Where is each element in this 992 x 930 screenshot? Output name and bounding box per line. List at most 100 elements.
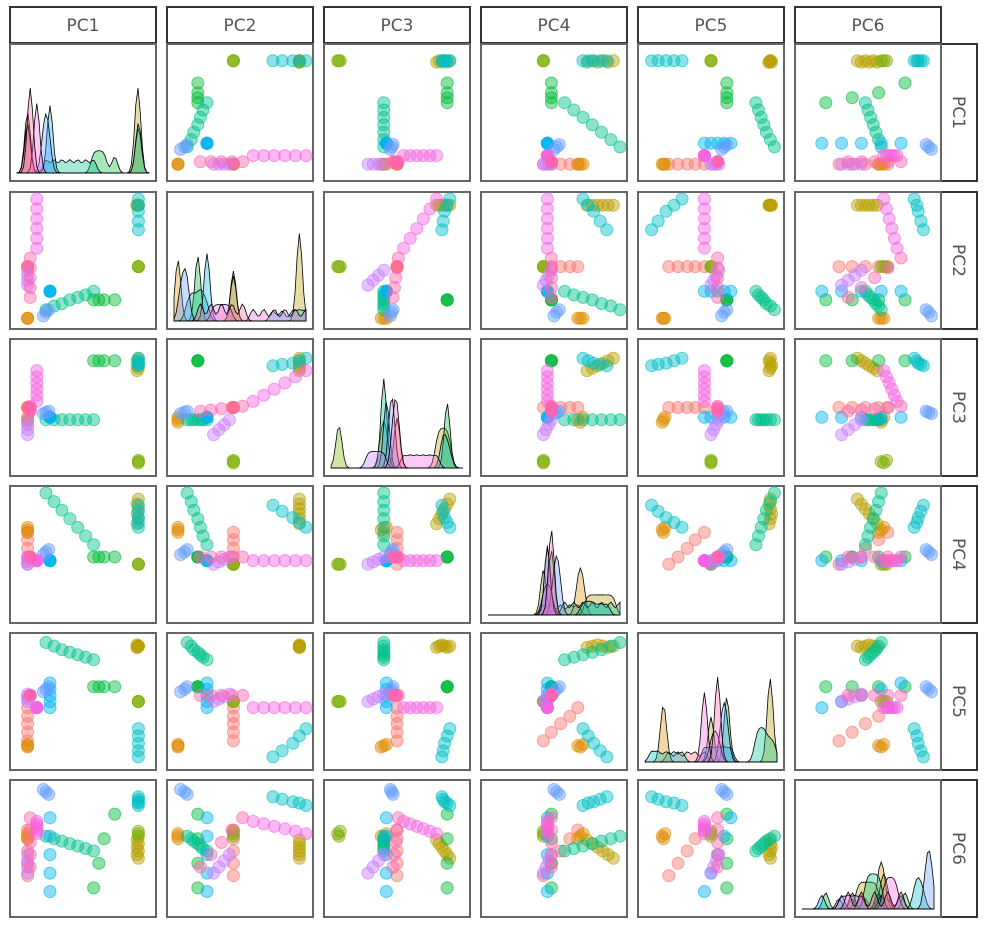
scatter-point [544, 881, 558, 895]
scatter-point [21, 428, 35, 442]
scatter-point [894, 251, 908, 265]
scatter-point [200, 811, 214, 825]
scatter-point [866, 198, 880, 212]
scatter-point [30, 192, 44, 206]
panel-PC3-PC1 [9, 338, 157, 477]
scatter-point [286, 54, 300, 68]
panel-PC4-PC3 [323, 485, 471, 624]
panel-PC5-PC6 [794, 632, 942, 771]
scatter-point [372, 268, 385, 282]
scatter-point [225, 155, 239, 169]
scatter-point [881, 261, 895, 275]
scatter-point [762, 198, 776, 212]
scatter-point [97, 832, 111, 846]
scatter-point [200, 653, 214, 667]
scatter-point [131, 516, 145, 529]
scatter-point [30, 212, 44, 226]
scatter-point [697, 885, 711, 898]
scatter-point [658, 157, 672, 171]
scatter-point [711, 860, 725, 874]
scatter-point [386, 860, 400, 874]
scatter-point [292, 640, 306, 654]
scatter-point [391, 155, 405, 169]
scatter-point [246, 149, 260, 163]
scatter-point [762, 55, 776, 69]
scatter-point [671, 550, 685, 564]
scatter-point [292, 54, 306, 68]
panel-frame [480, 779, 628, 918]
column-strip [794, 6, 942, 44]
scatter-point [333, 54, 347, 68]
scatter-point [613, 413, 627, 427]
scatter-point [658, 311, 672, 325]
scatter-point [540, 212, 554, 226]
scatter-point [87, 354, 101, 368]
scatter-point [711, 155, 725, 169]
scatter-point [443, 722, 457, 736]
scatter-point [266, 54, 280, 68]
scatter-point [841, 555, 855, 569]
panel-frame [794, 338, 942, 477]
panel-frame [9, 632, 157, 771]
scatter-point [299, 364, 313, 378]
scatter-point [571, 260, 585, 274]
scatter-point [21, 520, 35, 534]
scatter-point [266, 750, 280, 764]
scatter-point [288, 701, 302, 715]
scatter-point [47, 639, 61, 653]
scatter-point [858, 260, 872, 274]
scatter-point [604, 133, 618, 147]
scatter-point [23, 271, 37, 285]
scatter-point [292, 840, 306, 854]
scatter-point [675, 351, 689, 365]
scatter-point [71, 520, 85, 534]
scatter-point [403, 149, 417, 163]
scatter-point [720, 96, 734, 110]
scatter-point [30, 241, 44, 255]
scatter-point [435, 750, 449, 764]
scatter-point [266, 498, 280, 512]
scatter-point [552, 303, 566, 317]
scatter-point [204, 403, 218, 417]
scatter-point [416, 822, 430, 836]
scatter-point [267, 701, 281, 715]
scatter-point [299, 827, 313, 841]
scatter-point [92, 856, 106, 870]
scatter-point [688, 157, 702, 171]
panel-PC6-PC4 [480, 779, 628, 918]
scatter-point [882, 212, 896, 226]
scatter-point [212, 423, 226, 437]
scatter-point [854, 284, 868, 298]
scatter-point [171, 520, 185, 534]
scatter-point [236, 155, 250, 169]
scatter-point [894, 136, 908, 150]
panel-frame [794, 191, 942, 330]
scatter-point [386, 787, 400, 801]
scatter-point [711, 290, 725, 304]
scatter-point [377, 848, 391, 862]
scatter-point [749, 844, 763, 858]
scatter-point [854, 281, 868, 295]
scatter-point [30, 231, 44, 245]
scatter-point [544, 155, 558, 169]
scatter-point [42, 404, 56, 418]
scatter-point [894, 676, 908, 690]
scatter-point [377, 96, 391, 110]
scatter-point [278, 554, 292, 568]
panel-PC2-PC5 [637, 191, 785, 330]
scatter-point [645, 223, 659, 237]
scatter-point [885, 222, 899, 235]
scatter-point [720, 86, 734, 100]
scatter-point [841, 273, 855, 287]
scatter-point [587, 795, 601, 809]
scatter-point [226, 869, 240, 883]
scatter-point [720, 787, 734, 801]
scatter-point [697, 241, 711, 255]
scatter-point [645, 54, 659, 68]
scatter-point [544, 251, 558, 265]
scatter-point [916, 223, 930, 237]
scatter-point [858, 284, 872, 298]
scatter-point [236, 811, 250, 825]
scatter-point [680, 541, 694, 555]
scatter-point [275, 504, 289, 518]
